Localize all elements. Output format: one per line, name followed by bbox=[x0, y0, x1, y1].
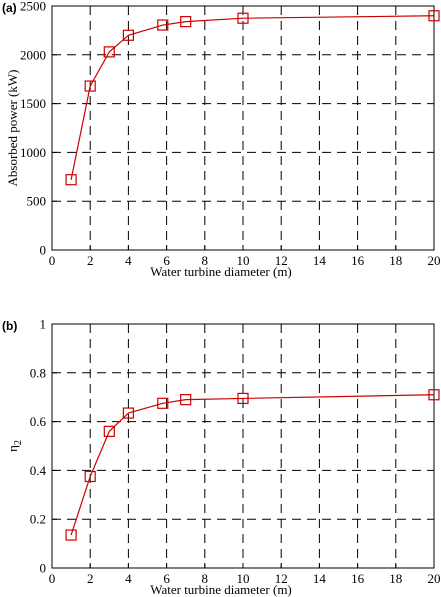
x-tick-label: 0 bbox=[49, 253, 56, 268]
data-point bbox=[157, 397, 169, 409]
grid-lines bbox=[52, 324, 434, 568]
x-tick-label: 10 bbox=[237, 571, 250, 586]
x-tick-label: 16 bbox=[351, 571, 365, 586]
chart-efficiency: (b) 0 2 4 6 8 10 12 14 16 18 20 0 0.2 0.4 0.6 0.8 1 Water … bbox=[2, 317, 441, 597]
data-point bbox=[428, 389, 440, 401]
y-tick-label: 0.6 bbox=[30, 414, 47, 429]
data-point bbox=[122, 29, 135, 41]
data-point bbox=[180, 394, 192, 406]
x-tick-label: 2 bbox=[87, 253, 94, 268]
data-point bbox=[65, 529, 77, 541]
y-tick-label: 0.2 bbox=[30, 512, 46, 527]
grid-lines bbox=[52, 6, 434, 250]
data-point bbox=[180, 16, 192, 28]
x-tick-label: 14 bbox=[313, 253, 327, 268]
x-tick-label: 8 bbox=[202, 571, 209, 586]
data-point bbox=[157, 19, 169, 31]
x-tick-label: 10 bbox=[237, 253, 250, 268]
x-tick-label: 18 bbox=[389, 253, 402, 268]
x-axis-label: Water turbine diameter (m) bbox=[150, 582, 292, 597]
x-tick-label: 0 bbox=[49, 571, 56, 586]
x-axis-label: Water turbine diameter (m) bbox=[150, 264, 292, 279]
data-point bbox=[103, 425, 115, 437]
x-tick-label: 16 bbox=[351, 253, 365, 268]
x-tick-label: 4 bbox=[125, 253, 132, 268]
x-tick-label: 6 bbox=[163, 253, 170, 268]
x-tick-label: 18 bbox=[389, 571, 402, 586]
y-axis-label: η2 bbox=[5, 440, 24, 452]
y-tick-label: 1500 bbox=[20, 96, 46, 111]
y-tick-label: 0.4 bbox=[30, 463, 47, 478]
tick-labels: 0 2 4 6 8 10 12 14 16 18 20 0 0.2 0.4 0.6 0.8 1 bbox=[30, 317, 441, 587]
series-line bbox=[70, 15, 435, 180]
data-point bbox=[122, 407, 135, 419]
x-tick-label: 20 bbox=[428, 253, 441, 268]
tick-labels: 0 2 4 6 8 10 12 14 16 18 20 0 500 1000 1500 2000 2500 bbox=[20, 0, 441, 268]
y-tick-label: 1 bbox=[40, 317, 47, 332]
y-tick-label: 0 bbox=[40, 561, 47, 576]
y-tick-label: 0.8 bbox=[30, 365, 46, 380]
x-tick-label: 14 bbox=[313, 571, 327, 586]
y-axis-label: Absorbed power (kW) bbox=[5, 70, 20, 187]
y-tick-label: 2500 bbox=[20, 0, 46, 14]
series-efficiency bbox=[65, 389, 440, 541]
panel-label-efficiency: (b) bbox=[2, 319, 17, 333]
x-tick-label: 2 bbox=[87, 571, 94, 586]
data-point bbox=[103, 46, 115, 58]
series-line bbox=[70, 394, 435, 536]
x-tick-label: 12 bbox=[275, 571, 288, 586]
data-point bbox=[428, 10, 440, 22]
y-tick-label: 0 bbox=[40, 243, 47, 258]
y-tick-label: 2000 bbox=[20, 47, 46, 62]
data-point bbox=[65, 174, 77, 186]
data-point bbox=[237, 392, 249, 405]
y-tick-label: 1000 bbox=[20, 145, 46, 160]
panel-label-power: (a) bbox=[2, 1, 17, 15]
series-power bbox=[65, 10, 440, 186]
x-tick-label: 6 bbox=[163, 571, 170, 586]
y-tick-label: 500 bbox=[27, 194, 47, 209]
data-point bbox=[84, 80, 96, 92]
data-point bbox=[237, 12, 249, 24]
x-tick-label: 4 bbox=[125, 571, 132, 586]
x-tick-label: 12 bbox=[275, 253, 288, 268]
data-point bbox=[84, 470, 96, 483]
x-tick-label: 20 bbox=[428, 571, 441, 586]
chart-absorbed-power: (a) 0 2 4 6 8 10 12 14 16 18 20 0 500 1000 1500 2000 2500… bbox=[2, 0, 441, 279]
x-tick-label: 8 bbox=[202, 253, 209, 268]
